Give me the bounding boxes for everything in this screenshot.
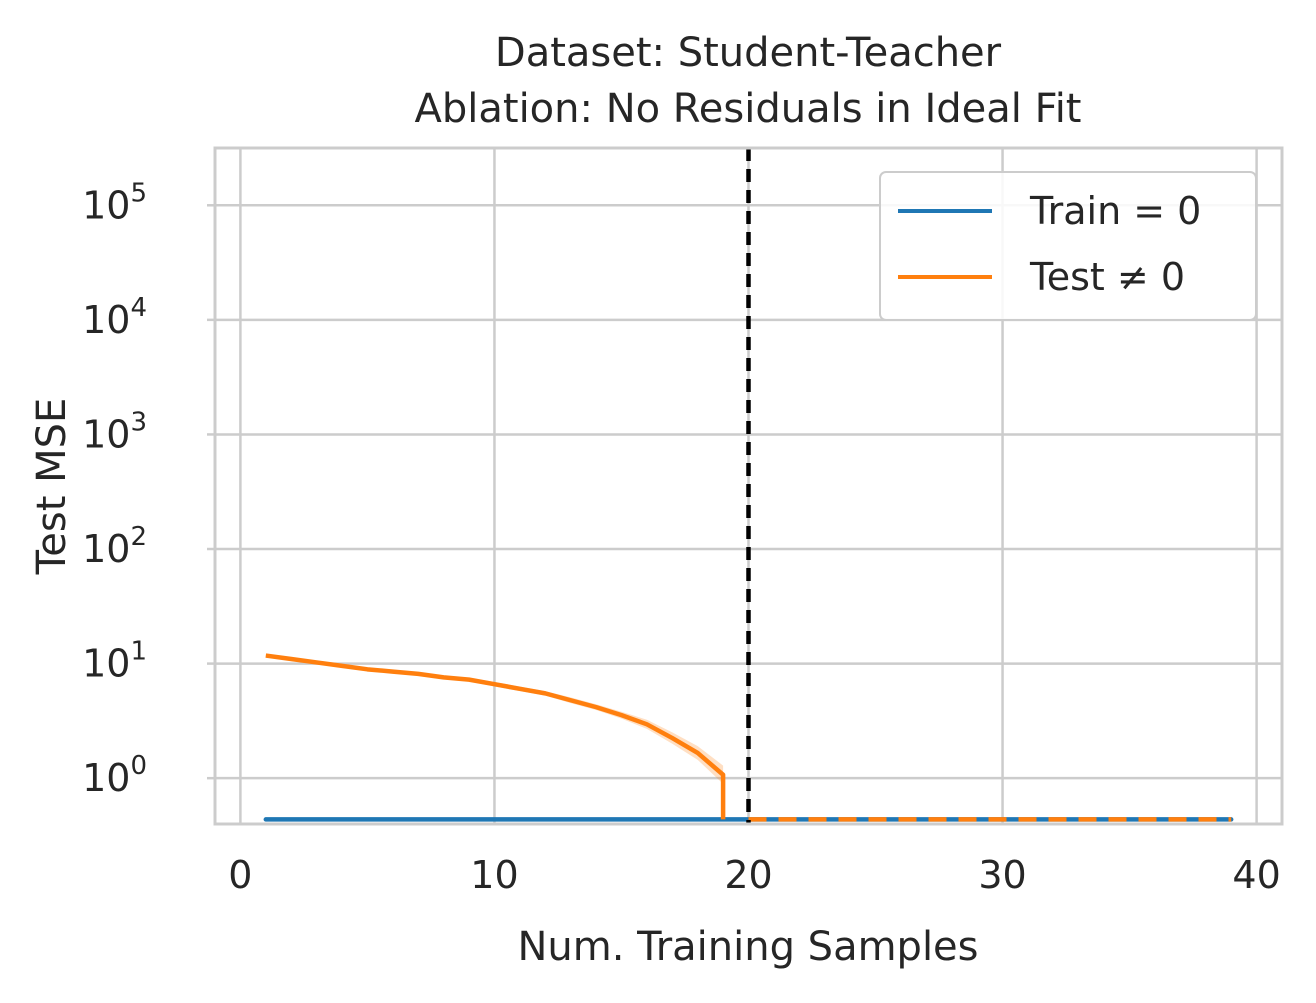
x-ticks: 0 10 20 30 40 <box>228 853 1280 897</box>
series-line-test <box>265 653 726 820</box>
y-tick-label: 104 <box>82 293 147 342</box>
x-tick-label: 30 <box>978 853 1026 897</box>
y-tick-label: 101 <box>82 637 147 686</box>
x-tick-label: 40 <box>1232 853 1280 897</box>
legend-label-test: Test ≠ 0 <box>1029 255 1185 299</box>
x-tick-label: 10 <box>470 853 518 897</box>
y-tick-label: 100 <box>82 751 147 800</box>
y-tick-label: 103 <box>82 407 147 456</box>
y-tick-label: 102 <box>82 522 147 571</box>
x-axis-label: Num. Training Samples <box>517 924 978 970</box>
plot-frame <box>213 146 1284 826</box>
legend: Train = 0 Test ≠ 0 <box>879 171 1257 321</box>
y-axis-label: Test MSE <box>29 398 75 576</box>
y-tick-label: 105 <box>82 178 147 227</box>
x-tick-label: 0 <box>228 853 252 897</box>
x-tick-label: 20 <box>724 853 772 897</box>
chart-title-line-2: Ablation: No Residuals in Ideal Fit <box>415 86 1082 132</box>
chart-title-line-1: Dataset: Student-Teacher <box>495 30 1002 76</box>
series-layer <box>263 148 1234 824</box>
legend-label-train: Train = 0 <box>1029 189 1201 233</box>
y-ticks: 100 101 102 103 104 105 <box>82 178 215 800</box>
